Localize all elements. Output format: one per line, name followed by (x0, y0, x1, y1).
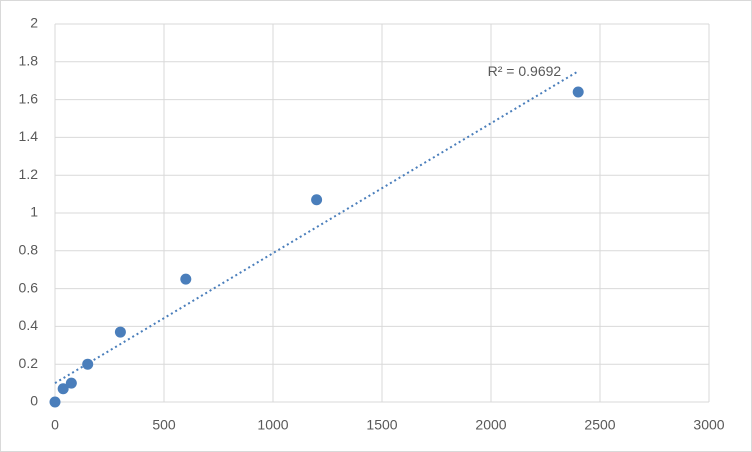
data-point (114, 326, 126, 338)
data-point (180, 273, 192, 285)
y-tick-label: 0.2 (19, 355, 39, 371)
data-point (572, 86, 584, 98)
data-point (57, 383, 69, 395)
x-tick-label: 3000 (693, 417, 724, 433)
y-tick-label: 1.6 (19, 90, 39, 106)
trendline (54, 70, 579, 384)
y-tick-label: 0 (30, 393, 38, 409)
x-tick-label: 1000 (257, 417, 288, 433)
y-tick-label: 1.2 (19, 166, 39, 182)
data-point (311, 194, 323, 206)
data-point (49, 396, 61, 408)
trendline-label: R² = 0.9692 (488, 63, 562, 79)
y-tick-label: 0.8 (19, 242, 39, 258)
y-tick-label: 1.4 (19, 128, 39, 144)
data-point (82, 358, 94, 370)
x-tick-label: 0 (51, 417, 59, 433)
y-tick-label: 0.4 (19, 317, 39, 333)
x-tick-label: 1500 (366, 417, 397, 433)
y-tick-label: 1 (30, 204, 38, 220)
y-tick-label: 0.6 (19, 279, 39, 295)
x-tick-label: 2000 (475, 417, 506, 433)
y-tick-label: 2 (30, 15, 38, 31)
data-point (65, 377, 77, 389)
x-tick-label: 500 (152, 417, 176, 433)
x-tick-label: 2500 (584, 417, 615, 433)
y-tick-label: 1.8 (19, 53, 39, 69)
